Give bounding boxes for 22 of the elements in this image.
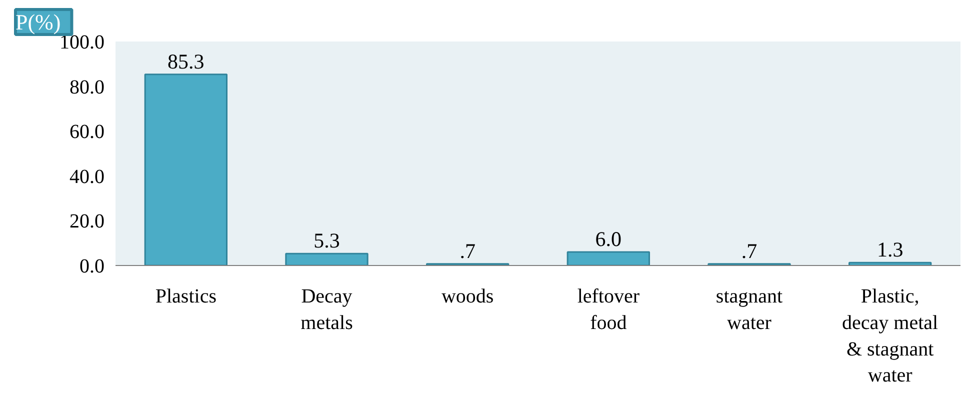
data-label: 1.3 (876, 238, 904, 262)
data-label: 6.0 (595, 227, 622, 252)
bar (566, 251, 650, 266)
bar (144, 74, 228, 266)
y-tick-label: 20.0 (70, 210, 104, 233)
x-tick-label: leftover food (577, 286, 640, 334)
x-tick-label: stagnant water (716, 286, 784, 334)
y-tick-label: 80.0 (70, 76, 104, 98)
y-tick-label: 0.0 (80, 256, 104, 278)
x-tick-label: Plastic, decay metal & stagnant water (842, 286, 939, 387)
y-tick-label: 60.0 (70, 121, 104, 144)
data-label: .7 (460, 238, 476, 263)
y-tick-label: 100.0 (60, 32, 104, 54)
bar (285, 252, 368, 266)
x-tick-label: Decay metals (300, 286, 354, 334)
x-tick-label: woods (441, 286, 494, 308)
data-label: 85.3 (168, 49, 204, 74)
x-tick-label: Plastics (155, 286, 217, 308)
y-axis-title: P(%) (16, 10, 61, 34)
data-label: 5.3 (314, 228, 340, 253)
y-tick-label: 40.0 (70, 166, 104, 188)
data-label: .7 (741, 238, 758, 263)
